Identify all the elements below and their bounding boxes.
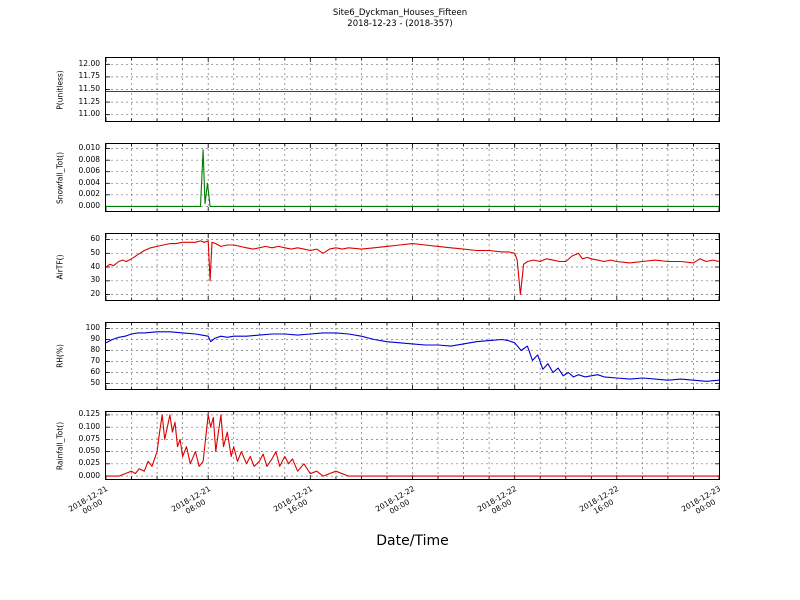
y-tick-label: 60 — [90, 234, 100, 243]
y-tick-label: 100 — [85, 323, 100, 332]
plot-svg — [106, 144, 719, 211]
y-tick-label: 50 — [90, 378, 100, 387]
subplot-p-unitless: P(unitless) 11.00 11.25 11.50 11.75 12.00 — [0, 57, 800, 122]
y-tick-label: 80 — [90, 345, 100, 354]
y-tick-label: 0.000 — [78, 470, 100, 480]
x-axis-labels: 2018-12-21 00:00 2018-12-21 08:00 2018-12-21… — [0, 481, 800, 541]
y-tick-label: 11.75 — [78, 71, 100, 81]
y-tick-label: 0.075 — [78, 433, 100, 443]
y-tick-label: 90 — [90, 334, 100, 343]
subplot-rainfall: Rainfall_Tot() 0.000 0.025 0.050 0.075 0.100… — [0, 409, 800, 480]
y-tick-label: 0.125 — [78, 409, 100, 419]
plot-svg — [106, 58, 719, 121]
chart-title: Site6_Dyckman_Houses_Fifteen — [332, 8, 468, 18]
subplot-airtf: AirTF() 20 30 40 50 60 — [0, 233, 800, 301]
x-tick-label: 2018-12-23 00:00 — [680, 484, 723, 516]
plot-area — [105, 233, 720, 301]
plot-area — [105, 322, 720, 390]
y-tick-label: 0.050 — [78, 446, 100, 456]
y-tick-label: 60 — [90, 367, 100, 376]
plot-svg — [106, 323, 719, 389]
y-tick-label: 70 — [90, 356, 100, 365]
plot-area — [105, 143, 720, 212]
chart-subtitle: 2018-12-23 - (2018-357) — [347, 19, 453, 29]
x-tick-label: 2018-12-21 08:00 — [169, 484, 212, 516]
x-tick-label: 2018-12-21 00:00 — [67, 484, 110, 516]
y-tick-label: 0.025 — [78, 458, 100, 468]
x-tick-label: 2018-12-22 00:00 — [373, 484, 416, 516]
x-axis-title: Date/Time — [376, 533, 449, 549]
plot-svg — [106, 234, 719, 300]
y-tick-label: 0.010 — [78, 143, 100, 153]
y-tick-label: 30 — [90, 275, 100, 285]
y-tick-label: 11.25 — [78, 96, 100, 106]
subplot-rh: RH(%) 50 60 70 80 90 100 — [0, 322, 800, 390]
x-tick-label: 2018-12-22 16:00 — [578, 484, 621, 516]
y-tick-label: 0.000 — [78, 200, 100, 210]
y-tick-label: 0.002 — [78, 189, 100, 199]
y-tick-label: 0.008 — [78, 154, 100, 164]
plot-area — [105, 411, 720, 480]
y-tick-label: 20 — [90, 289, 100, 298]
y-tick-label: 11.00 — [78, 109, 100, 119]
x-tick-label: 2018-12-22 08:00 — [475, 484, 519, 516]
y-tick-label: 0.100 — [78, 421, 100, 431]
y-tick-label: 12.00 — [78, 58, 100, 68]
y-tick-label: 50 — [90, 247, 100, 257]
y-tick-label: 11.50 — [78, 84, 100, 93]
y-tick-label: 0.004 — [78, 177, 100, 187]
subplot-snowfall: Snowfall_Tot() 0.000 0.002 0.004 0.006 0.008… — [0, 143, 800, 212]
x-tick-label: 2018-12-21 16:00 — [271, 484, 314, 516]
plot-svg — [106, 412, 719, 479]
plot-area — [105, 57, 720, 122]
y-tick-label: 40 — [90, 261, 100, 271]
y-tick-label: 0.006 — [78, 166, 100, 176]
